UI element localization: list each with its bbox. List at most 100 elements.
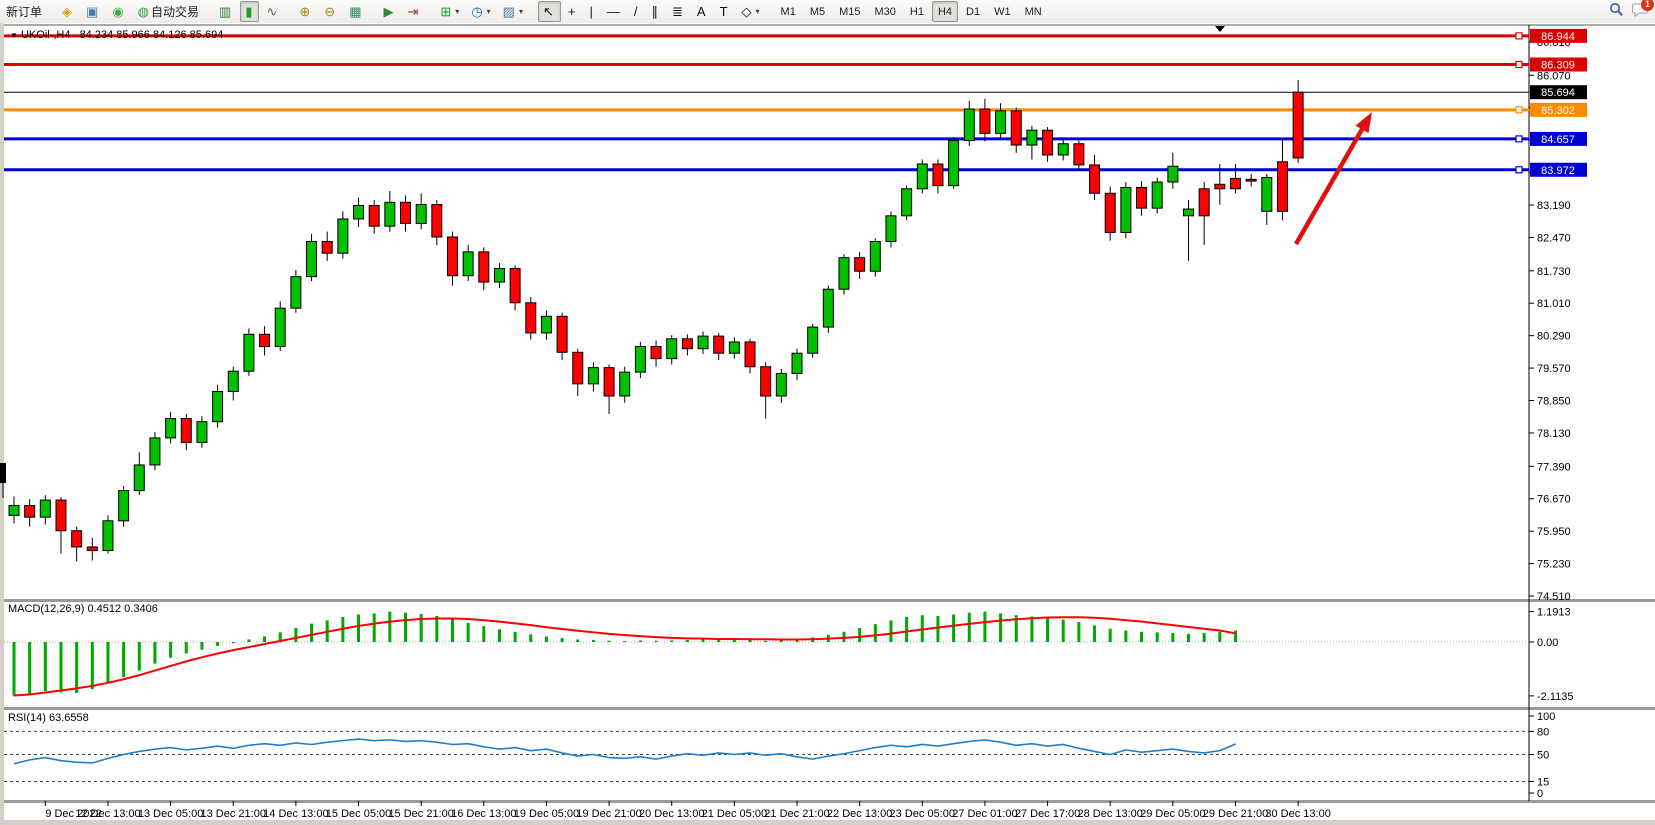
channel-icon[interactable]: ∥ — [647, 1, 666, 22]
signal-icon: ◉ — [112, 4, 124, 19]
timeframe-h1[interactable]: H1 — [909, 5, 924, 18]
timeframe-m30[interactable]: M30 — [874, 5, 896, 18]
vline-icon: | — [589, 4, 593, 19]
chevron-down-icon[interactable]: ▾ — [755, 7, 760, 16]
chart-candles-icon[interactable]: ▮ — [240, 1, 260, 22]
price-tick: 78.130 — [1537, 428, 1571, 440]
tile-windows-icon: ▦ — [349, 4, 362, 19]
time-axis-label: 13 Dec 21:00 — [201, 808, 266, 820]
price-tick: 75.230 — [1537, 559, 1571, 571]
chart-line-icon: ∿ — [266, 4, 278, 19]
price-tick: 75.950 — [1537, 526, 1571, 538]
rsi-tick: 50 — [1537, 750, 1549, 762]
timeframe-m15[interactable]: M15 — [839, 5, 861, 18]
time-axis-label: 29 Dec 21:00 — [1203, 808, 1268, 820]
auto-scroll-icon[interactable]: ▶ — [378, 1, 400, 22]
hline-icon[interactable]: — — [602, 1, 627, 22]
hline-icon: — — [606, 4, 620, 19]
text-icon: A — [696, 4, 706, 19]
crosshair-icon[interactable]: + — [563, 1, 583, 22]
depth-icon[interactable]: ◈ — [57, 1, 79, 22]
price-tick: 74.510 — [1537, 591, 1571, 603]
label-icon: T — [719, 4, 728, 19]
timeframe-m1[interactable]: M1 — [780, 5, 796, 18]
price-tick: 81.010 — [1537, 298, 1571, 310]
price-badge: 85.302 — [1541, 105, 1575, 117]
crosshair-icon: + — [567, 4, 576, 19]
zoom-out-icon[interactable]: ⊖ — [319, 1, 342, 22]
periods-icon: ◷ — [471, 4, 483, 19]
price-tick: 86.070 — [1537, 70, 1571, 82]
channel-icon: ∥ — [651, 4, 659, 19]
rsi-tick: 15 — [1537, 776, 1549, 788]
new-order-button[interactable]: 新订单 — [1, 1, 47, 22]
time-axis-label: 19 Dec 21:00 — [576, 808, 641, 820]
price-tick: 76.670 — [1537, 494, 1571, 506]
time-axis-label: 9 Dec 2022 — [45, 808, 101, 820]
rsi-tick: 80 — [1537, 726, 1549, 738]
price-badge: 86.944 — [1541, 31, 1575, 43]
toolbar-right-group: 1 — [1609, 0, 1654, 20]
label-icon[interactable]: T — [715, 1, 735, 22]
timeframe-w1[interactable]: W1 — [994, 5, 1011, 18]
notifications-icon[interactable]: 1 — [1632, 0, 1654, 20]
timeframe-h4[interactable]: H4 — [931, 1, 959, 22]
chart-shift-icon[interactable]: ⇥ — [402, 1, 425, 22]
tile-windows-icon[interactable]: ▦ — [344, 1, 368, 22]
timeframe-d1[interactable]: D1 — [966, 5, 981, 18]
chart-canvas[interactable]: 86.81086.07085.35084.63083.91083.19082.4… — [0, 23, 1655, 825]
time-axis-label: 30 Dec 13:00 — [1265, 808, 1330, 820]
profile-icon[interactable]: ▣ — [81, 1, 105, 22]
price-badge: 83.972 — [1541, 165, 1575, 177]
rsi-tick: 100 — [1537, 711, 1555, 723]
time-axis-label: 21 Dec 05:00 — [702, 808, 767, 820]
autotrading-button[interactable]: ◍ 自动交易 — [133, 1, 204, 22]
chevron-down-icon[interactable]: ▾ — [486, 7, 491, 16]
chart-line-icon[interactable]: ∿ — [261, 1, 284, 22]
trendline-icon: / — [633, 4, 638, 19]
toolbar-left-group: 新订单 ◈ ▣ ◉ ◍ 自动交易 ▥ ▮ ∿ ⊕ ⊖ ▦ ▶ ⇥ ⊞ ▾ ◷ ▾ ▨ ▾ ↖ + | — / ∥ ≣ A T ◇ ▾ — [0, 1, 774, 22]
price-tick: 79.570 — [1537, 363, 1571, 375]
templates-icon[interactable]: ▨ ▾ — [498, 1, 528, 22]
time-axis-label: 14 Dec 13:00 — [263, 808, 328, 820]
macd-tick: 1.1913 — [1537, 607, 1571, 619]
notification-count-badge: 1 — [1641, 0, 1654, 11]
chart-bars-icon[interactable]: ▥ — [214, 1, 238, 22]
text-icon[interactable]: A — [692, 1, 713, 22]
chevron-down-icon[interactable]: ▾ — [455, 7, 460, 16]
shapes-icon[interactable]: ◇ ▾ — [737, 1, 765, 22]
macd-indicator-label: MACD(12,26,9) 0.4512 0.3406 — [8, 603, 158, 615]
depth-icon: ◈ — [62, 4, 73, 19]
timeframe-group: M1 M5 M15 M30 H1 H4 D1 W1 MN — [774, 1, 1049, 22]
price-tick: 83.190 — [1537, 200, 1571, 212]
time-axis-label: 28 Dec 13:00 — [1077, 808, 1142, 820]
cursor-icon[interactable]: ↖ — [537, 1, 561, 22]
periods-icon[interactable]: ◷ ▾ — [466, 1, 495, 22]
add-indicator-icon: ⊞ — [440, 4, 452, 19]
signal-icon[interactable]: ◉ — [107, 1, 130, 22]
templates-icon: ▨ — [502, 4, 515, 19]
price-tick: 78.850 — [1537, 396, 1571, 408]
chart-symbol-period: UKOil-,H4 — [20, 29, 71, 41]
rsi-indicator-label: RSI(14) 63.6558 — [8, 712, 89, 724]
time-axis-label: 29 Dec 05:00 — [1140, 808, 1205, 820]
vline-icon[interactable]: | — [584, 1, 599, 22]
time-axis-label: 19 Dec 05:00 — [514, 808, 579, 820]
chevron-down-icon[interactable]: ▾ — [518, 7, 523, 16]
autotrading-button-label: 自动交易 — [151, 5, 200, 19]
time-axis-label: 15 Dec 21:00 — [388, 808, 453, 820]
fibonacci-icon[interactable]: ≣ — [667, 1, 690, 22]
time-axis-label: 27 Dec 17:00 — [1015, 808, 1080, 820]
price-badge: 85.694 — [1541, 87, 1575, 99]
search-icon[interactable] — [1609, 2, 1624, 20]
zoom-in-icon[interactable]: ⊕ — [294, 1, 317, 22]
add-indicator-icon[interactable]: ⊞ ▾ — [435, 1, 464, 22]
timeframe-m5[interactable]: M5 — [809, 5, 826, 18]
rsi-tick: 0 — [1537, 788, 1543, 800]
timeframe-mn[interactable]: MN — [1024, 5, 1042, 18]
trendline-icon[interactable]: / — [629, 1, 645, 22]
zoom-out-icon: ⊖ — [324, 4, 336, 19]
chart-list-triangle-icon[interactable]: ▼ — [10, 31, 18, 40]
chart-bars-icon: ▥ — [219, 4, 232, 19]
toolbar: 新订单 ◈ ▣ ◉ ◍ 自动交易 ▥ ▮ ∿ ⊕ ⊖ ▦ ▶ ⇥ ⊞ ▾ ◷ ▾ ▨ ▾ ↖ + | — / ∥ ≣ A T ◇ ▾ M1 M… — [0, 0, 1655, 24]
